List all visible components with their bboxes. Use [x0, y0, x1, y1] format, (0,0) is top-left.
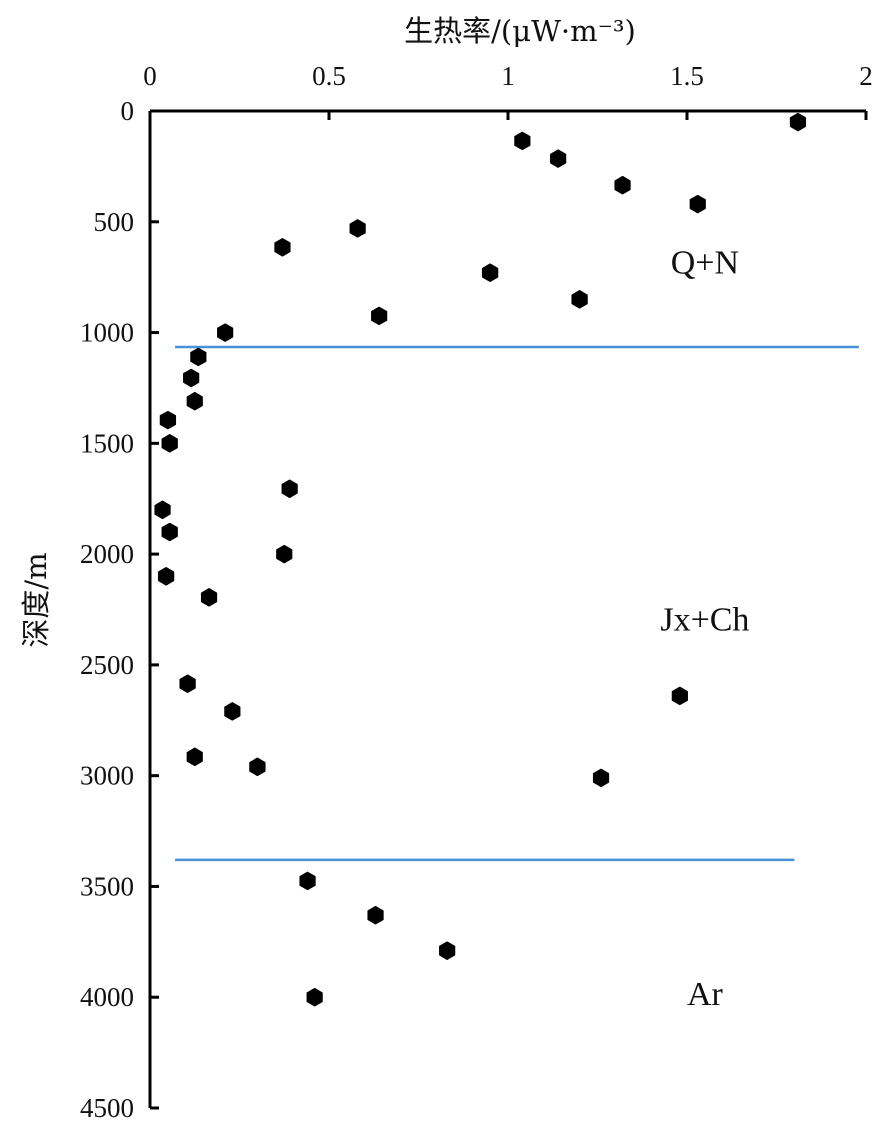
data-point	[183, 368, 200, 388]
data-point	[281, 479, 298, 499]
x-tick-label: 0.5	[312, 61, 346, 91]
data-point	[514, 131, 531, 151]
boundary-lines	[175, 345, 859, 862]
data-point	[299, 871, 316, 891]
data-point	[157, 567, 175, 586]
data-point	[274, 238, 291, 257]
x-tick-label: 0	[143, 61, 157, 91]
data-point	[200, 588, 218, 607]
data-point	[186, 391, 203, 411]
zone-label: Ar	[687, 976, 724, 1013]
data-point	[224, 702, 241, 721]
zone-label: Q+N	[671, 245, 739, 282]
data-point	[186, 747, 203, 767]
axes-layer	[148, 109, 866, 1108]
y-tick-label: 2500	[80, 650, 134, 680]
y-axis-title: 深度/m	[19, 552, 53, 647]
x-tick-label: 1	[501, 61, 515, 91]
x-tick-label: 1.5	[670, 61, 704, 91]
y-tick-label: 4000	[80, 982, 134, 1012]
data-point	[217, 323, 234, 342]
y-tick-label: 4500	[80, 1093, 134, 1123]
data-point	[349, 219, 366, 238]
data-point	[190, 347, 207, 367]
data-point	[789, 112, 807, 132]
zone-labels: Q+N Jx+Ch Ar	[660, 245, 749, 1013]
data-point	[179, 674, 196, 693]
data-point	[592, 768, 610, 788]
zone-label: Jx+Ch	[660, 601, 749, 638]
y-tick-label: 1500	[80, 428, 134, 458]
data-points	[154, 112, 807, 1007]
data-point	[159, 410, 177, 430]
data-point	[689, 194, 706, 214]
data-point	[154, 500, 171, 520]
y-tick-label: 3500	[80, 871, 134, 901]
data-point	[571, 290, 588, 309]
y-tick-label: 2000	[80, 539, 134, 569]
y-tick-label: 500	[94, 207, 135, 237]
data-point	[249, 757, 266, 777]
x-tick-label: 2	[859, 61, 873, 91]
data-point	[161, 434, 178, 453]
y-tick-label: 3000	[80, 761, 134, 791]
y-ticks: 0 500 1000 1500 2000 2500 3000 3500 4000 4500	[80, 96, 159, 1123]
data-point	[614, 175, 631, 195]
data-point	[161, 522, 178, 542]
data-point	[439, 941, 456, 960]
y-tick-label: 0	[121, 96, 135, 126]
data-point	[371, 306, 388, 326]
data-point	[306, 987, 323, 1007]
x-axis-title: 生热率/(μW·m⁻³)	[404, 14, 636, 48]
data-point	[481, 263, 499, 282]
x-ticks: 0 0.5 1 1.5 2	[143, 61, 873, 120]
data-point	[671, 686, 688, 706]
data-point	[276, 544, 293, 564]
y-tick-label: 1000	[80, 318, 134, 348]
data-point	[550, 149, 567, 168]
data-point	[367, 905, 384, 925]
